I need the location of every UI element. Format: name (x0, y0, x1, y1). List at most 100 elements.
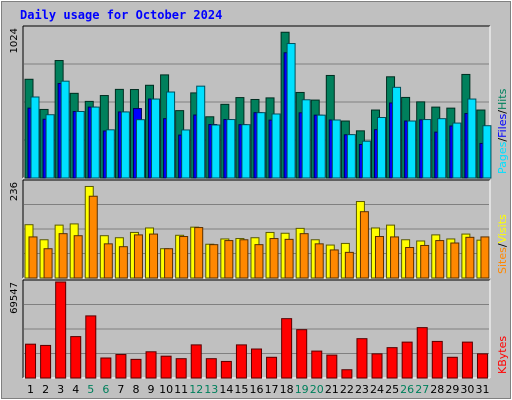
bar-pages-day-20 (316, 114, 326, 179)
bar-kbytes-day-14 (220, 360, 232, 379)
legend-separator: / (496, 138, 509, 142)
bar-kbytes-day-4 (70, 336, 82, 379)
x-tick-day-30: 30 (460, 383, 474, 396)
bar-sites-day-31 (480, 236, 490, 279)
bar-pages-day-3 (60, 80, 70, 179)
bar-pages-day-17 (271, 113, 281, 179)
bar-pages-day-23 (361, 140, 371, 179)
bar-kbytes-day-22 (341, 369, 353, 379)
x-tick-day-20: 20 (310, 383, 324, 396)
bar-sites-day-25 (390, 236, 400, 279)
bar-pages-day-29 (452, 122, 462, 179)
x-tick-day-2: 2 (42, 383, 49, 396)
x-tick-day-21: 21 (325, 383, 339, 396)
legend-item-sites: Sites (496, 247, 509, 274)
bar-kbytes-day-1 (25, 343, 37, 379)
bar-sites-day-28 (435, 240, 445, 279)
bar-kbytes-day-28 (431, 340, 443, 379)
bar-pages-day-25 (392, 86, 402, 179)
bar-sites-day-11 (179, 236, 189, 279)
bar-sites-day-5 (88, 195, 98, 279)
bar-kbytes-day-23 (356, 338, 368, 379)
legend-requests: Pages/Files/Hits (496, 88, 509, 174)
bar-kbytes-day-29 (446, 356, 458, 379)
bar-pages-day-5 (90, 106, 100, 179)
bar-kbytes-day-18 (281, 318, 293, 379)
bar-pages-day-30 (467, 98, 477, 179)
bar-kbytes-day-5 (85, 315, 97, 379)
x-tick-day-3: 3 (57, 383, 64, 396)
bar-sites-day-22 (344, 251, 354, 279)
bar-pages-day-14 (226, 119, 236, 179)
x-tick-day-15: 15 (234, 383, 248, 396)
x-tick-labels: 1 2 3 4 5 6 7 8 9 10 11 12 13 14 15 16 17 18 19 20 21 22 23 24 2… (27, 383, 489, 396)
bar-kbytes-day-16 (251, 348, 262, 379)
bar-kbytes-day-2 (40, 344, 52, 379)
bar-kbytes-day-9 (145, 351, 157, 379)
x-tick-day-18: 18 (280, 383, 294, 396)
chart-title: Daily usage for October 2024 (20, 8, 222, 22)
bar-sites-day-9 (149, 233, 159, 279)
x-tick-day-31: 31 (475, 383, 489, 396)
bar-pages-day-19 (301, 99, 311, 179)
legend-item-pages: Pages (496, 141, 509, 174)
bar-pages-day-31 (482, 125, 492, 179)
bar-pages-day-15 (241, 124, 251, 179)
bar-kbytes-day-15 (235, 344, 247, 379)
bar-pages-day-28 (437, 118, 447, 179)
x-tick-day-1: 1 (27, 383, 34, 396)
bar-kbytes-day-19 (296, 329, 308, 379)
bar-sites-day-10 (164, 248, 174, 279)
legend-separator: / (496, 110, 509, 114)
legend-visits: Sites/Visits (496, 214, 509, 274)
bar-sites-day-7 (118, 246, 128, 279)
bar-sites-day-15 (239, 239, 249, 279)
x-tick-day-28: 28 (430, 383, 444, 396)
x-tick-day-17: 17 (265, 383, 279, 396)
x-tick-day-19: 19 (295, 383, 309, 396)
x-tick-day-6: 6 (102, 383, 109, 396)
panel-kbytes-ymax-label: 69547 (9, 282, 20, 314)
bar-sites-day-27 (420, 244, 430, 279)
bar-kbytes-day-12 (190, 344, 202, 379)
bar-sites-day-18 (284, 238, 294, 279)
bar-pages-day-27 (422, 119, 432, 179)
bar-pages-day-24 (376, 117, 386, 179)
bar-pages-day-2 (45, 114, 55, 179)
bar-kbytes-day-21 (326, 354, 338, 379)
bar-sites-day-6 (103, 243, 113, 279)
bar-sites-day-21 (329, 249, 339, 279)
bar-kbytes-day-30 (461, 341, 473, 379)
x-tick-day-7: 7 (117, 383, 124, 396)
bar-kbytes-day-26 (401, 341, 413, 379)
bar-pages-day-10 (166, 91, 176, 179)
bar-sites-day-2 (43, 248, 53, 279)
legend-separator: / (496, 243, 509, 247)
x-tick-day-11: 11 (174, 383, 188, 396)
bar-sites-day-14 (224, 240, 234, 279)
x-tick-day-12: 12 (189, 383, 203, 396)
x-tick-day-4: 4 (72, 383, 79, 396)
bar-sites-day-12 (194, 227, 204, 279)
bar-kbytes-day-20 (311, 350, 323, 379)
bar-sites-day-29 (450, 242, 460, 279)
panel-visits: 236 Sites/Visits (9, 179, 509, 279)
bar-pages-day-16 (256, 112, 266, 179)
bar-pages-day-4 (75, 110, 85, 179)
x-tick-day-10: 10 (159, 383, 173, 396)
bar-kbytes-day-6 (100, 357, 112, 379)
bar-pages-day-11 (181, 129, 191, 179)
x-tick-day-16: 16 (250, 383, 264, 396)
panel-visits-ymax-label: 236 (9, 182, 20, 201)
x-tick-day-5: 5 (87, 383, 94, 396)
bar-pages-day-1 (30, 96, 40, 179)
x-tick-day-9: 9 (148, 383, 155, 396)
bar-kbytes-day-17 (266, 356, 278, 379)
bar-sites-day-16 (254, 244, 264, 279)
legend-kbytes: KBytes (496, 336, 509, 374)
x-tick-day-22: 22 (340, 383, 354, 396)
bar-pages-day-13 (211, 124, 221, 179)
bar-sites-day-1 (28, 236, 38, 279)
bar-pages-day-12 (196, 85, 206, 179)
